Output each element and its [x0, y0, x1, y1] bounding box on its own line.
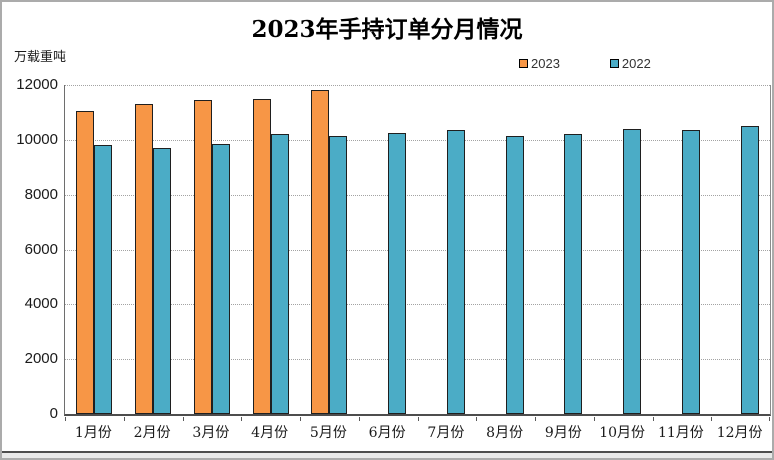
bottom-strip — [2, 453, 772, 458]
x-axis-label-2月份: 2月份 — [133, 425, 171, 441]
x-axis-tick — [182, 417, 184, 421]
x-axis-tick — [241, 417, 243, 421]
x-axis-tick — [769, 417, 770, 421]
bar-2022-5月份 — [329, 135, 348, 414]
bar-2023-2月份 — [135, 104, 154, 414]
bar-2022-10月份 — [623, 128, 642, 414]
legend-swatch-2022 — [609, 59, 619, 68]
x-axis-label-8月份: 8月份 — [486, 425, 524, 441]
bar-2022-3月份 — [211, 143, 230, 414]
x-axis-tick — [476, 417, 478, 421]
bar-2022-4月份 — [270, 134, 289, 414]
x-axis-label-10月份: 10月份 — [599, 425, 646, 441]
gridline-6000 — [65, 249, 770, 251]
legend-swatch-2023 — [519, 59, 528, 68]
legend-label: 2022 — [621, 56, 651, 71]
x-axis-label-1月份: 1月份 — [74, 425, 112, 441]
y-tick-label-10000: 10000 — [16, 130, 58, 148]
bar-2023-4月份 — [252, 98, 271, 414]
gridline-12000 — [65, 85, 770, 86]
y-tick-label-0: 0 — [49, 405, 58, 422]
legend-item-2023: 2023 — [519, 56, 560, 71]
chart-title: 2023年手持订单分月情况 — [251, 16, 523, 43]
chart-canvas: 2023年手持订单分月情况 万载重吨 2023 2022 0 2000 4000 600… — [2, 2, 772, 453]
x-axis-tick — [535, 417, 536, 421]
bar-2023-5月份 — [311, 90, 330, 414]
x-axis-tick — [123, 417, 125, 421]
x-axis-label-4月份: 4月份 — [251, 425, 289, 441]
gridline-8000 — [65, 194, 770, 196]
x-axis-label-5月份: 5月份 — [309, 425, 347, 441]
bar-2022-2月份 — [153, 148, 172, 414]
gridline-2000 — [65, 359, 770, 361]
y-tick-label-8000: 8000 — [24, 185, 58, 203]
x-axis-label-3月份: 3月份 — [192, 425, 230, 441]
bar-2022-11月份 — [681, 130, 700, 414]
x-axis-tick — [593, 417, 595, 421]
legend: 2023 2022 — [519, 56, 651, 71]
x-axis-tick — [652, 417, 654, 421]
bar-2022-1月份 — [94, 145, 113, 414]
x-axis-tick — [65, 417, 66, 421]
x-axis-label-11月份: 11月份 — [657, 425, 704, 441]
bar-2022-9月份 — [564, 134, 583, 414]
y-tick-label-6000: 6000 — [24, 240, 58, 258]
gridline-4000 — [65, 304, 770, 306]
x-axis-label-7月份: 7月份 — [427, 425, 465, 441]
legend-label: 2023 — [531, 56, 560, 71]
gridline-10000 — [65, 139, 770, 141]
y-tick-label-2000: 2000 — [24, 350, 58, 368]
x-axis-tick — [711, 417, 713, 421]
bar-2022-12月份 — [740, 126, 759, 414]
x-axis-label-6月份: 6月份 — [368, 425, 406, 441]
bar-2023-3月份 — [193, 100, 212, 414]
y-tick-label-4000: 4000 — [24, 295, 58, 313]
bar-2022-8月份 — [505, 135, 524, 414]
bar-2023-1月份 — [76, 111, 95, 414]
x-axis-tick — [417, 417, 419, 421]
legend-item-2022: 2022 — [609, 56, 651, 71]
y-axis-unit-label: 万载重吨 — [14, 50, 67, 65]
bar-2022-6月份 — [388, 132, 407, 414]
y-tick-label-12000: 12000 — [16, 76, 58, 93]
x-axis-tick — [358, 417, 360, 421]
plot-area — [64, 85, 771, 421]
x-axis-label-9月份: 9月份 — [544, 425, 582, 441]
x-axis-label-12月份: 12月份 — [716, 425, 763, 441]
x-axis-tick — [300, 417, 301, 421]
bar-2022-7月份 — [446, 130, 465, 414]
